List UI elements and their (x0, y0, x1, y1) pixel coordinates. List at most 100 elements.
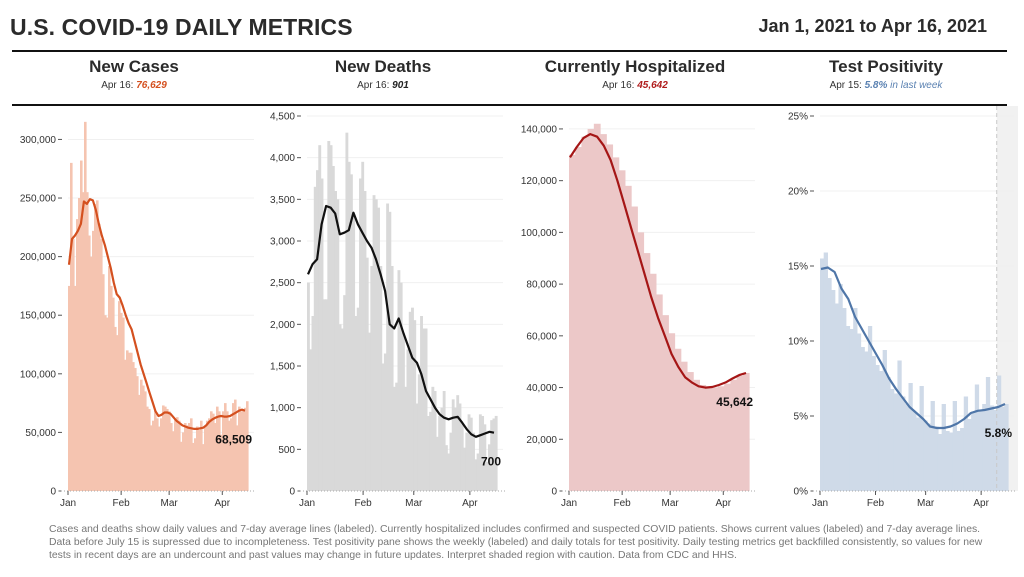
daily-bar (485, 461, 489, 491)
daily-bar (158, 426, 161, 491)
daily-bar (242, 408, 245, 491)
daily-bar (717, 386, 725, 491)
x-tick-label: Feb (614, 498, 632, 509)
daily-bar (92, 230, 95, 491)
daily-bar (96, 200, 99, 491)
daily-bar (240, 411, 243, 491)
daily-bar (974, 384, 980, 491)
daily-bar (930, 401, 935, 491)
daily-bar (492, 418, 496, 491)
chart-hospitalized: 0 20,000 40,000 60,000 80,000 100,000 120,000 1… (521, 123, 757, 509)
panel-header-hospitalized: Currently Hospitalized Apr 16: 45,642 (510, 57, 760, 92)
daily-bar (104, 315, 107, 491)
daily-bar (662, 315, 669, 491)
daily-bar (926, 423, 932, 491)
x-tick-label: Apr (215, 498, 231, 509)
avg-line (569, 133, 747, 389)
daily-bar (365, 257, 369, 491)
y-tick-label: 20,000 (526, 435, 557, 446)
daily-bar (74, 285, 77, 491)
y-tick-label: 0% (794, 487, 809, 498)
x-tick-label: Jan (299, 498, 315, 509)
daily-bar (327, 141, 331, 491)
subtitle-date: Apr 16: (357, 80, 393, 91)
daily-bar (192, 442, 195, 491)
y-tick-label: 25% (788, 112, 808, 123)
daily-bar (142, 385, 145, 491)
daily-bar (370, 266, 374, 491)
daily-bar (352, 216, 356, 491)
daily-bar (481, 416, 485, 491)
daily-bar (426, 416, 430, 491)
daily-bar (325, 299, 328, 491)
daily-bar (937, 434, 943, 491)
y-tick-label: 140,000 (521, 124, 558, 135)
daily-bar (379, 266, 383, 491)
daily-bar (494, 415, 498, 491)
daily-bar (600, 134, 607, 491)
daily-bar (593, 123, 601, 492)
panel-title: Test Positivity (829, 57, 943, 76)
daily-bar (112, 297, 115, 491)
y-tick-label: 150,000 (20, 311, 57, 322)
daily-bar (742, 372, 750, 491)
x-tick-label: Feb (354, 498, 372, 509)
daily-bar (631, 206, 638, 491)
daily-bar (354, 316, 358, 491)
avg-line (67, 198, 246, 430)
daily-bar (413, 320, 417, 491)
daily-bar (377, 207, 380, 491)
daily-bar (184, 423, 187, 491)
daily-bar (949, 432, 954, 491)
daily-bar (392, 386, 396, 491)
daily-bars (68, 121, 249, 491)
daily-bar (440, 407, 444, 491)
daily-bar (368, 332, 371, 491)
y-tick-label: 40,000 (526, 383, 557, 394)
daily-bar (170, 423, 173, 491)
daily-bar (624, 185, 632, 491)
daily-bar (996, 375, 1002, 491)
chart-test-positivity: 0% 5% 10% 15% 20% 25% 5.8% Jan Feb Mar Apr (788, 106, 1018, 509)
daily-bar (340, 328, 344, 491)
y-tick-label: 250,000 (20, 194, 57, 205)
daily-bar (390, 266, 394, 491)
daily-bar (224, 403, 227, 491)
end-value-label: 45,642 (716, 395, 753, 409)
daily-bar (472, 432, 475, 491)
daily-bar (569, 154, 576, 492)
daily-bar (467, 414, 471, 491)
daily-bar (331, 166, 335, 491)
daily-bar (478, 414, 482, 491)
daily-bar (76, 219, 79, 491)
daily-bar (845, 326, 851, 491)
daily-bar (361, 161, 365, 492)
daily-bar (374, 199, 378, 491)
subtitle-date: Apr 15: (829, 80, 865, 91)
daily-bar (154, 411, 157, 491)
daily-bar (311, 316, 315, 491)
daily-bar (438, 416, 442, 491)
x-tick-label: Mar (917, 498, 935, 509)
x-tick-label: Mar (662, 498, 680, 509)
daily-bar (934, 426, 939, 491)
daily-bar (469, 417, 473, 491)
daily-bar (164, 406, 167, 491)
daily-bar (871, 356, 876, 491)
daily-bar (100, 239, 103, 491)
daily-bar (132, 362, 135, 491)
daily-bar (901, 396, 906, 491)
daily-bar (110, 285, 113, 491)
x-tick-label: Apr (716, 498, 732, 509)
daily-bar (106, 317, 109, 491)
daily-bar (834, 303, 840, 491)
panel-header-test-positivity: Test Positivity Apr 15: 5.8% in last wee… (761, 57, 1011, 92)
daily-bar (90, 256, 93, 491)
daily-bar (174, 418, 177, 491)
panel-subtitle: Apr 16: 45,642 (510, 80, 760, 92)
daily-bar (146, 406, 149, 491)
y-tick-label: 15% (788, 262, 808, 273)
daily-bar (956, 431, 961, 491)
panel-title: New Deaths (334, 57, 432, 76)
daily-bar (212, 413, 215, 491)
